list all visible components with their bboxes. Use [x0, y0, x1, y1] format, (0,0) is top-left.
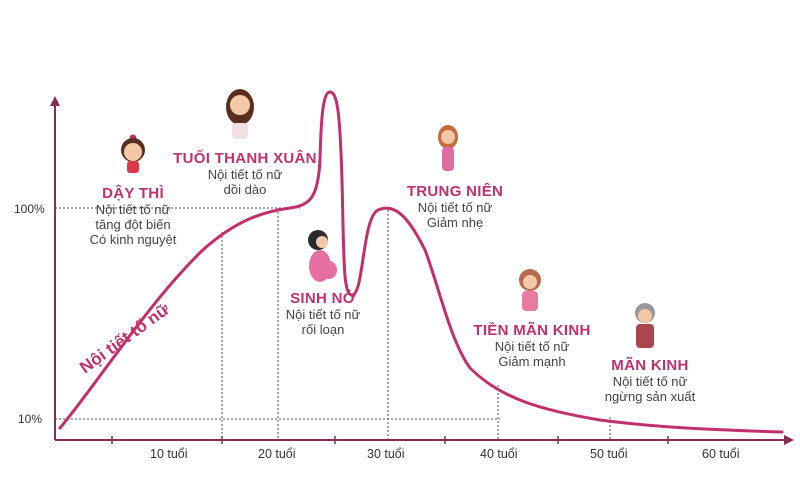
stage-title: DẬY THÌ	[102, 185, 164, 202]
stage-desc-line: tăng đột biến	[95, 217, 171, 232]
stage-desc-line: Nội tiết tố nữ	[612, 374, 688, 389]
stage-childbirth: SINH NỞ Nội tiết tố nữ rối loạn	[268, 290, 378, 337]
girl-icon	[121, 134, 145, 173]
stage-puberty: DẬY THÌ Nội tiết tố nữ tăng đột biến Có …	[73, 185, 193, 247]
x-tick-10: 10 tuổi	[150, 447, 188, 461]
stage-title: TIỀN MÃN KINH	[473, 322, 591, 339]
stage-desc-line: Nội tiết tố nữ	[494, 339, 570, 354]
pregnant-woman-icon	[308, 230, 337, 282]
x-tick-40: 40 tuổi	[480, 447, 518, 461]
stage-title: MÃN KINH	[611, 357, 689, 374]
x-tick-50: 50 tuổi	[590, 447, 628, 461]
stage-title: SINH NỞ	[290, 290, 356, 307]
stage-desc-line: Nội tiết tố nữ	[285, 307, 361, 322]
y-tick-10: 10%	[18, 412, 43, 426]
stage-title: TRUNG NIÊN	[406, 183, 504, 200]
stage-title: TUỔI THANH XUÂN	[173, 150, 317, 167]
y-tick-100: 100%	[14, 202, 45, 216]
stage-desc-line: Nội tiết tố nữ	[417, 200, 493, 215]
hormone-curve	[58, 90, 784, 434]
stage-desc-line: Có kinh nguyệt	[89, 232, 177, 247]
stage-desc-line: Giảm mạnh	[498, 354, 566, 369]
woman-icon	[438, 125, 458, 171]
elderly-woman-icon	[635, 303, 655, 348]
x-tick-30: 30 tuổi	[367, 447, 405, 461]
stage-desc-line: Nội tiết tố nữ	[207, 167, 283, 182]
stage-middle-age: TRUNG NIÊN Nội tiết tố nữ Giảm nhẹ	[400, 183, 510, 230]
stage-desc-line: rối loạn	[301, 322, 345, 337]
stage-perimenopause: TIỀN MÃN KINH Nội tiết tố nữ Giảm mạnh	[472, 322, 592, 369]
stage-desc-line: Nội tiết tố nữ	[95, 202, 171, 217]
young-woman-icon	[226, 89, 254, 139]
stage-menopause: MÃN KINH Nội tiết tố nữ ngừng sản xuất	[595, 357, 705, 404]
x-tick-60: 60 tuổi	[702, 447, 740, 461]
stage-youth: TUỔI THANH XUÂN Nội tiết tố nữ dồi dào	[170, 150, 320, 197]
stage-desc-line: dồi dào	[223, 182, 267, 197]
stage-desc-line: Giảm nhẹ	[426, 215, 484, 230]
stage-desc-line: ngừng sản xuất	[604, 389, 696, 404]
middle-aged-woman-icon	[519, 269, 541, 311]
x-tick-20: 20 tuổi	[258, 447, 296, 461]
x-tick-marks	[111, 436, 669, 444]
x-axis-arrow	[784, 435, 794, 445]
y-axis-arrow	[50, 96, 60, 106]
